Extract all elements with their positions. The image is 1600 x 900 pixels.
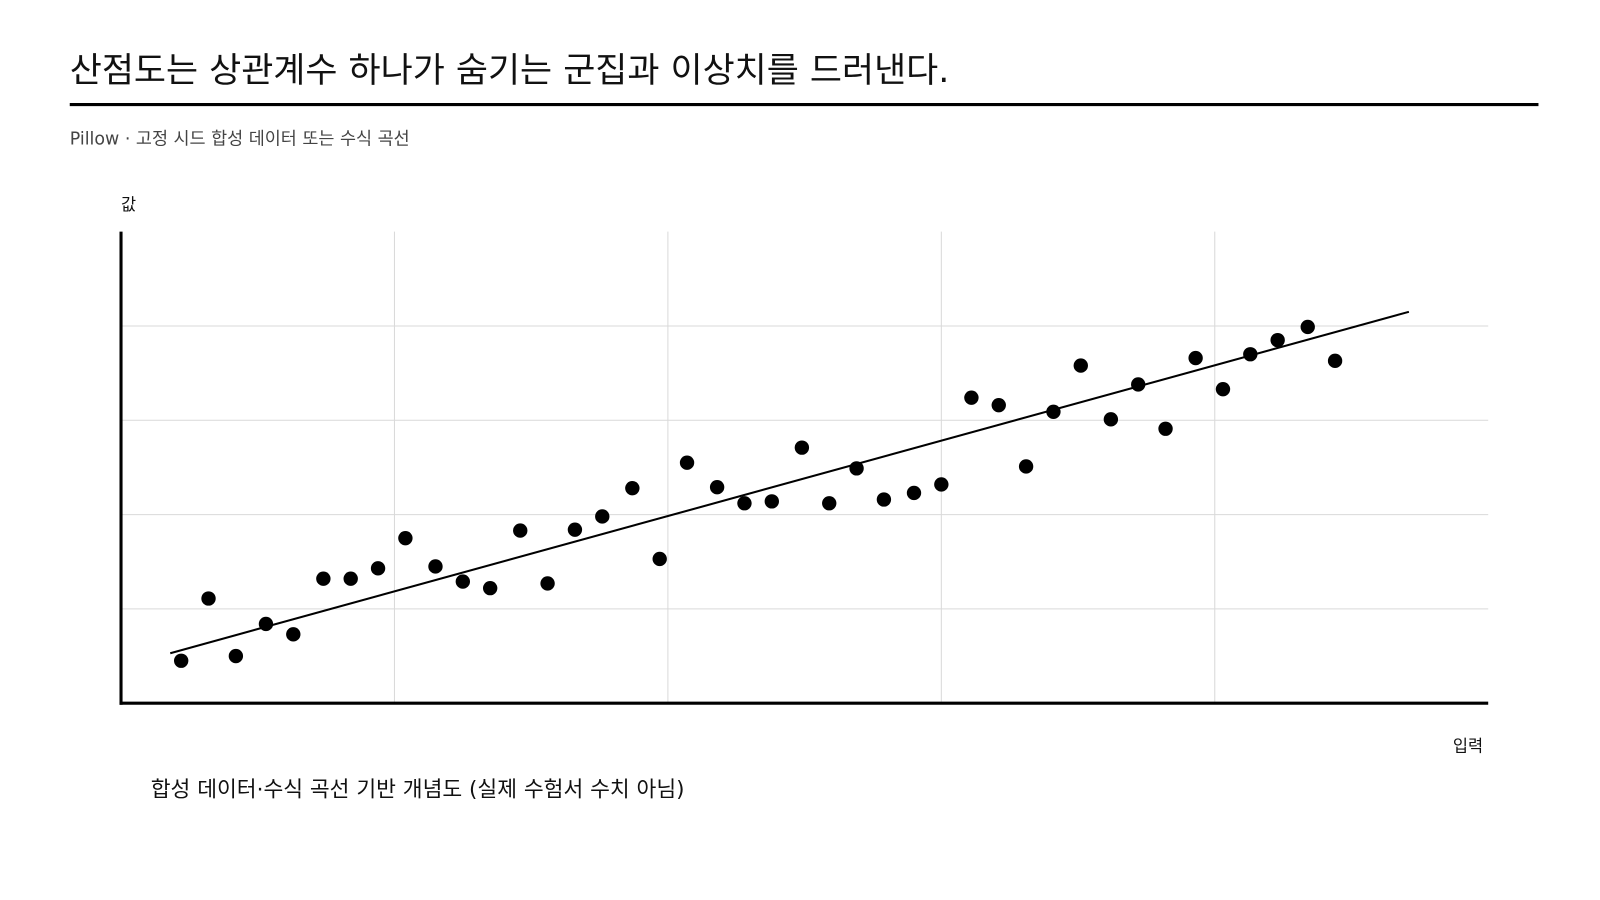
point (652, 551, 667, 567)
point (567, 522, 583, 537)
point (1215, 381, 1231, 397)
subtitle: Pillow · 고정 시드 합성 데이터 또는 수식 곡선 (70, 130, 410, 150)
point (737, 496, 752, 511)
point (849, 461, 864, 476)
point (258, 616, 274, 632)
point (174, 653, 189, 668)
x-axis-label: 입력 (1453, 736, 1483, 755)
point (482, 580, 498, 596)
point (343, 571, 358, 586)
point (595, 509, 610, 524)
point (1300, 319, 1315, 335)
point (1018, 459, 1034, 474)
point (1131, 377, 1146, 392)
point (1243, 347, 1258, 362)
point (764, 494, 779, 509)
point (428, 559, 443, 574)
point (455, 574, 470, 589)
point (934, 477, 949, 492)
point (1046, 404, 1061, 419)
point (398, 530, 413, 546)
point (540, 576, 555, 591)
point (625, 480, 640, 496)
point (316, 571, 331, 586)
point (513, 523, 528, 538)
chart-title: 산점도는 상관계수 하나가 숨기는 군집과 이상치를 드러낸다. (70, 51, 950, 91)
caption: 합성 데이터·수식 곡선 기반 개념도 (실제 수험서 수치 아님) (151, 777, 685, 802)
point (906, 485, 922, 501)
point (1158, 421, 1173, 436)
point (201, 591, 216, 606)
point (794, 440, 810, 455)
point (991, 398, 1006, 413)
point (286, 627, 301, 642)
point (822, 496, 837, 511)
point (876, 492, 892, 507)
point (1188, 350, 1203, 366)
point (709, 480, 725, 495)
point (1327, 353, 1343, 369)
point (370, 561, 386, 576)
point (1103, 412, 1119, 427)
point (228, 648, 244, 664)
point (1270, 332, 1285, 348)
point (1073, 358, 1088, 373)
trend-line (169, 310, 1410, 655)
y-axis-label: 값 (121, 195, 136, 214)
point (679, 455, 695, 470)
point (964, 390, 979, 405)
